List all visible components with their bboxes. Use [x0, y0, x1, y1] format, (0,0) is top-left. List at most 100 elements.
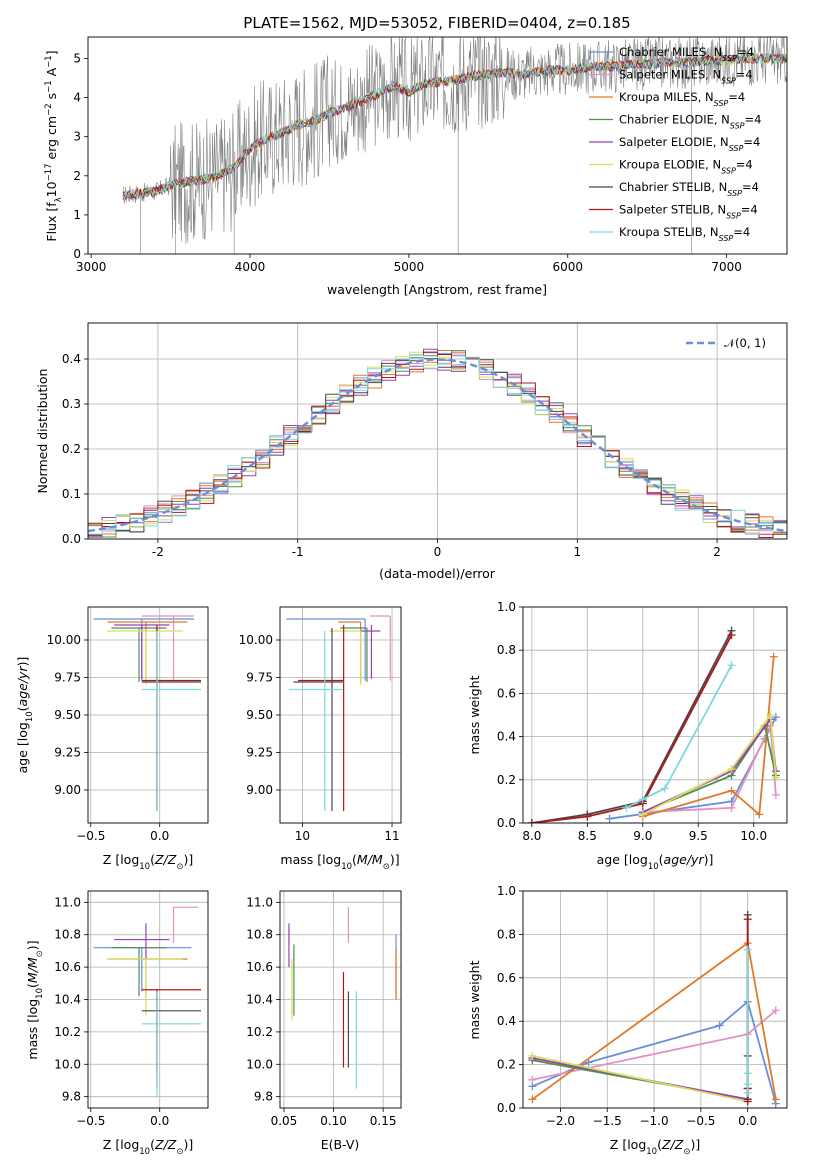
x-tick-label: 0.0 [150, 829, 169, 843]
y-tick-label: 10.4 [246, 993, 273, 1007]
label-part: )] [183, 852, 193, 867]
label-part: 10 [139, 862, 150, 872]
legend-text: =4 [728, 90, 745, 104]
model-line-kroupa-stelib [122, 53, 787, 201]
legend-text: Salpeter STELIB, N [619, 203, 726, 217]
label-part: ( [352, 852, 357, 867]
legend-text: =4 [736, 158, 753, 172]
label-part: ⊙ [176, 862, 183, 872]
histogram-salpeter-stelib [88, 351, 787, 538]
label-part: )] [690, 1137, 700, 1152]
y-tick-label: 10.0 [54, 1057, 81, 1071]
label-part: Z/Z [154, 852, 177, 867]
axes-agew: 8.0 8.5 9.0 9.5 10.0 0.0 0.2 0.4 0.6 0.8 1.0 age [l… [467, 600, 788, 872]
x-tick-label: 2 [713, 545, 721, 559]
x-axis-label: Z [log10(Z/Z⊙)] [610, 1137, 700, 1157]
series-salpeter-stelib [527, 631, 736, 823]
label-part: )] [704, 852, 714, 867]
plot-area [88, 348, 787, 538]
legend-text: Chabrier ELODIE, N [619, 113, 730, 127]
legend-sub: SSP [729, 144, 744, 153]
x-tick-label: 0 [434, 545, 442, 559]
label-part: mass [log [280, 852, 341, 867]
x-tick-label: 3000 [76, 260, 107, 274]
axes-ebv: 0.05 0.10 0.15 9.8 10.0 10.2 10.4 10.6 10.8 11.0 E… [246, 890, 402, 1152]
y-tick-label: 10.00 [47, 633, 81, 647]
x-tick-label: 9.0 [633, 829, 652, 843]
y-tick-label: 10.2 [246, 1025, 273, 1039]
x-tick-label: −0.5 [76, 829, 105, 843]
x-tick-label: −0.5 [76, 1114, 105, 1128]
y-tick-label: 0.8 [497, 927, 516, 941]
y-tick-label: 4 [73, 91, 81, 105]
point-chabrier-miles [93, 947, 192, 992]
legend-label: 𝒩(0, 1) [724, 336, 766, 350]
x-axis-label: E(B-V) [321, 1137, 360, 1152]
series-chabrier-stelib [527, 626, 736, 823]
y-tick-label: 0 [73, 247, 81, 261]
legend-sub: SSP [727, 189, 742, 198]
legend-sub: SSP [721, 76, 736, 85]
label-part: ⊙ [683, 1147, 690, 1157]
label-part: 10 [44, 181, 59, 197]
label-part: age [log [597, 852, 648, 867]
y-tick-label: 9.00 [246, 783, 273, 797]
x-tick-label: −0.5 [686, 1114, 715, 1128]
normal-curve [88, 358, 787, 533]
x-tick-label: -1 [292, 545, 304, 559]
plot-area [527, 626, 780, 823]
y-tick-label: 10.6 [54, 960, 81, 974]
label-part: −1 [44, 80, 54, 93]
label-part: −17 [44, 163, 54, 181]
legend-sub: SSP [719, 234, 734, 243]
axes-frame [522, 890, 788, 1109]
series-line [532, 1055, 748, 1103]
label-part: A [44, 67, 59, 80]
legend-sub: SSP [726, 211, 741, 220]
point-chabrier-stelib [293, 628, 343, 811]
point-salpeter-miles [172, 906, 199, 943]
label-part: 10 [341, 862, 352, 872]
series-line [625, 664, 733, 809]
label-part: 10 [648, 862, 659, 872]
x-axis-label: age [log10(age/yr)] [597, 852, 714, 872]
x-axis-label: (data-model)/error [379, 566, 496, 581]
y-tick-label: 0.6 [497, 971, 516, 985]
x-tick-label: −1.5 [593, 1114, 622, 1128]
label-part: ( [659, 852, 664, 867]
point-salpeter-stelib [297, 625, 345, 811]
y-tick-label: 10.2 [54, 1025, 81, 1039]
y-tick-label: 0.4 [497, 730, 516, 744]
y-axis-label: Flux [fλ10−17 erg cm−2 s−1 A−1] [44, 50, 64, 241]
y-tick-label: 5 [73, 52, 81, 66]
label-part: ( [657, 1137, 662, 1152]
label-part: Z [log [103, 852, 139, 867]
y-axis-label: mass weight [467, 675, 482, 754]
x-tick-label: 0.05 [271, 1114, 298, 1128]
point-kroupa-miles [107, 958, 188, 1000]
y-tick-label: 0.2 [497, 773, 516, 787]
x-tick-label: 4000 [235, 260, 266, 274]
label-part: λ [54, 197, 64, 202]
label-part: ( [15, 706, 30, 711]
point-salpeter-miles [141, 615, 195, 681]
legend-label: Salpeter STELIB, NSSP=4 [619, 203, 758, 221]
y-tick-label: 11.0 [246, 895, 273, 909]
label-part: ] [44, 50, 59, 55]
label-part: Z/Z [154, 1137, 177, 1152]
y-tick-label: 0.2 [62, 442, 81, 456]
legend-text: Chabrier STELIB, N [619, 180, 727, 194]
series-kroupa-stelib [743, 945, 752, 1097]
point-salpeter-stelib [141, 989, 202, 1073]
legend-text: Chabrier MILES, N [619, 45, 722, 59]
axes-frame [87, 36, 788, 255]
label-part: 10 [25, 711, 35, 722]
label-part: age/yr [664, 852, 705, 867]
legend-label: Chabrier MILES, NSSP=4 [619, 45, 754, 63]
axes-zw: −2.0 −1.5 −1.0 −0.5 0.0 0.0 0.2 0.4 0.6 0.8 1.0 Z [… [467, 884, 788, 1157]
label-part: M/M [25, 957, 40, 983]
model-line-chabrier-stelib [122, 53, 787, 200]
plot-area [93, 615, 202, 811]
